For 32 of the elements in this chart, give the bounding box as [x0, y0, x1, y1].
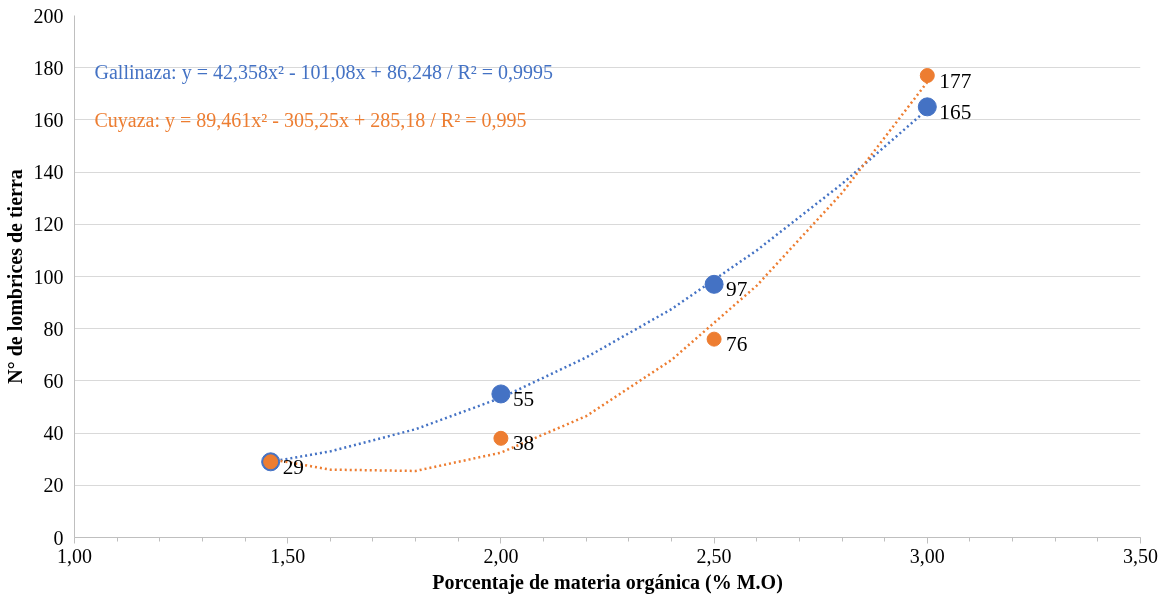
y-tick-label: 60 [43, 369, 64, 392]
x-tick-label: 3,00 [909, 544, 945, 567]
y-tick-label: 40 [43, 422, 64, 445]
data-label: 97 [726, 277, 748, 302]
y-tick-label: 20 [43, 474, 64, 497]
y-axis-title: N° de lombrices de tierra [3, 169, 26, 384]
annotation: Cuyaza: y = 89,461x² - 305,25x + 285,18 / R² = 0,995 [94, 108, 527, 132]
y-tick-label: 160 [33, 108, 64, 131]
point [919, 68, 935, 84]
x-tick-label: 2,50 [696, 544, 732, 567]
annotation: Gallinaza: y = 42,358x² - 101,08x + 86,248 / R² = 0,9995 [94, 60, 554, 84]
x-tick-label: 1,50 [270, 544, 306, 567]
point [917, 97, 937, 117]
point [706, 331, 722, 347]
data-label: 38 [512, 431, 535, 456]
data-label: 29 [282, 454, 304, 479]
x-tick-label: 3,50 [1123, 544, 1158, 567]
y-tick-label: 200 [33, 4, 64, 27]
point [704, 274, 724, 294]
y-tick-label: 140 [33, 161, 64, 184]
x-tick-label: 2,00 [483, 544, 519, 567]
y-tick-label: 100 [33, 265, 64, 288]
data-label: 76 [726, 332, 748, 357]
data-label: 55 [512, 386, 535, 411]
point [491, 384, 511, 404]
y-tick-label: 180 [33, 56, 64, 79]
y-tick-label: 120 [33, 213, 64, 236]
data-label: 177 [939, 68, 972, 93]
data-label: 165 [939, 99, 972, 124]
y-tick-label: 80 [43, 317, 64, 340]
x-axis-title: Porcentaje de materia orgánica (% M.O) [432, 570, 783, 594]
point [493, 430, 509, 446]
